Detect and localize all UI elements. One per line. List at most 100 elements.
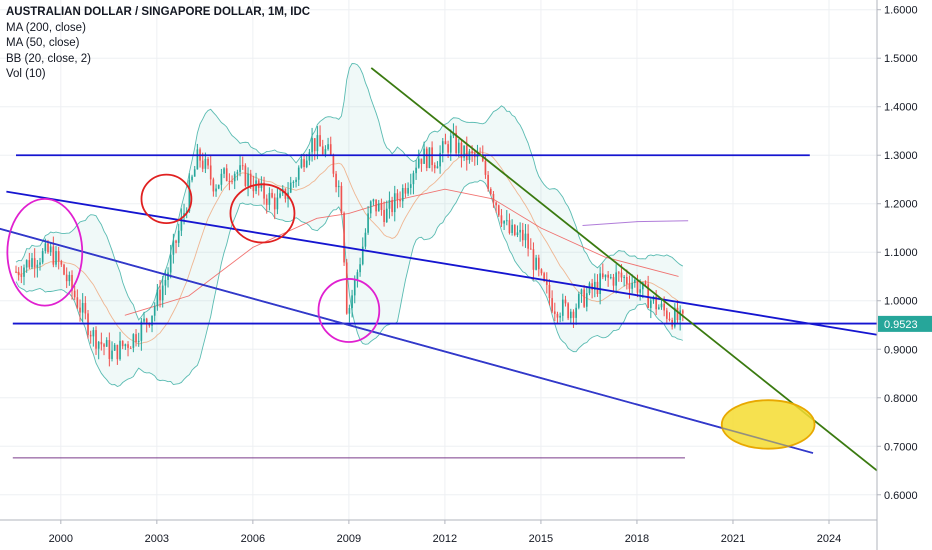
candle: [89, 330, 92, 344]
candle: [196, 143, 199, 170]
candle-body: [89, 334, 92, 337]
candle-body: [535, 257, 537, 270]
candle-body: [337, 185, 340, 188]
candle: [351, 289, 353, 318]
candle: [455, 125, 457, 157]
candle-body: [511, 224, 513, 233]
candle: [415, 159, 417, 180]
candle: [372, 198, 375, 206]
candle-body: [564, 299, 567, 304]
candle: [492, 191, 495, 208]
candle-body: [425, 148, 428, 169]
bb-fill: [16, 63, 683, 387]
candle: [399, 191, 401, 208]
candle: [345, 258, 348, 315]
candle: [223, 167, 225, 179]
candle-body: [497, 205, 500, 216]
candle: [343, 211, 345, 266]
candle: [356, 269, 359, 288]
candle-body: [396, 193, 399, 200]
candle: [660, 298, 663, 310]
grid: [0, 0, 877, 520]
candle-body: [105, 340, 108, 347]
candle: [417, 149, 420, 169]
x-tick-label: 2021: [721, 533, 745, 545]
candle: [612, 273, 615, 293]
indicator-ma200[interactable]: MA (200, close): [6, 21, 86, 34]
candle: [321, 139, 324, 155]
candle: [95, 326, 97, 355]
candle-body: [585, 293, 588, 307]
candle: [337, 180, 340, 198]
candle-body: [615, 272, 617, 286]
candle: [529, 238, 532, 250]
candle-body: [41, 251, 44, 263]
candle-body: [527, 233, 529, 249]
candle: [527, 224, 529, 257]
candle-body: [92, 330, 95, 337]
candle: [524, 223, 527, 248]
candle: [657, 304, 660, 310]
candle-body: [108, 340, 111, 359]
candle: [359, 257, 361, 277]
x-tick-label: 2012: [433, 533, 457, 545]
indicator-vol[interactable]: Vol (10): [6, 68, 46, 80]
candle: [508, 213, 511, 235]
candle: [489, 187, 492, 196]
candle: [207, 157, 209, 170]
candle-body: [532, 249, 535, 270]
candle-body: [351, 295, 353, 308]
candle-body: [556, 313, 559, 318]
candle-body: [455, 132, 457, 154]
candle-body: [449, 135, 452, 153]
candle: [68, 271, 71, 286]
candle: [33, 248, 36, 278]
candle-body: [631, 282, 633, 289]
candle: [289, 176, 292, 194]
candle: [292, 180, 295, 188]
candle: [268, 187, 271, 211]
candle: [647, 275, 649, 309]
candle: [516, 225, 519, 238]
candle-body: [505, 220, 508, 222]
candle: [561, 293, 564, 322]
candle-body: [180, 216, 183, 231]
candle: [127, 341, 129, 357]
candle: [409, 173, 412, 195]
candle: [484, 156, 487, 179]
candle: [100, 332, 103, 351]
candle: [665, 307, 668, 323]
x-tick-label: 2024: [817, 533, 841, 545]
x-tick-label: 2018: [625, 533, 649, 545]
candle-body: [332, 154, 335, 174]
candle: [609, 273, 612, 280]
candle-body: [439, 152, 441, 167]
candle-body: [129, 347, 132, 349]
x-tick-label: 2009: [337, 533, 361, 545]
indicator-ma50[interactable]: MA (50, close): [6, 37, 80, 49]
candle: [649, 297, 652, 319]
candle: [121, 340, 124, 350]
candle: [423, 141, 425, 164]
candle-body: [151, 315, 153, 326]
candle-body: [604, 274, 607, 278]
candle-body: [540, 269, 543, 274]
symbol-title[interactable]: AUSTRALIAN DOLLAR / SINGAPORE DOLLAR, 1M…: [6, 6, 311, 18]
candle: [631, 274, 633, 294]
candle-body: [65, 274, 68, 282]
indicator-bb[interactable]: BB (20, close, 2): [6, 52, 92, 65]
candle: [577, 291, 580, 310]
candle-body: [407, 187, 409, 194]
candle-body: [156, 289, 159, 307]
last-price-label: 0.9523: [884, 319, 918, 331]
candle-body: [401, 188, 404, 202]
candle-body: [263, 182, 265, 199]
candle-body: [388, 200, 391, 209]
candle-body: [215, 188, 217, 192]
candle: [220, 168, 223, 191]
candle-body: [655, 296, 657, 310]
candle: [156, 283, 159, 311]
candle: [145, 317, 148, 333]
candle-body: [33, 258, 36, 268]
